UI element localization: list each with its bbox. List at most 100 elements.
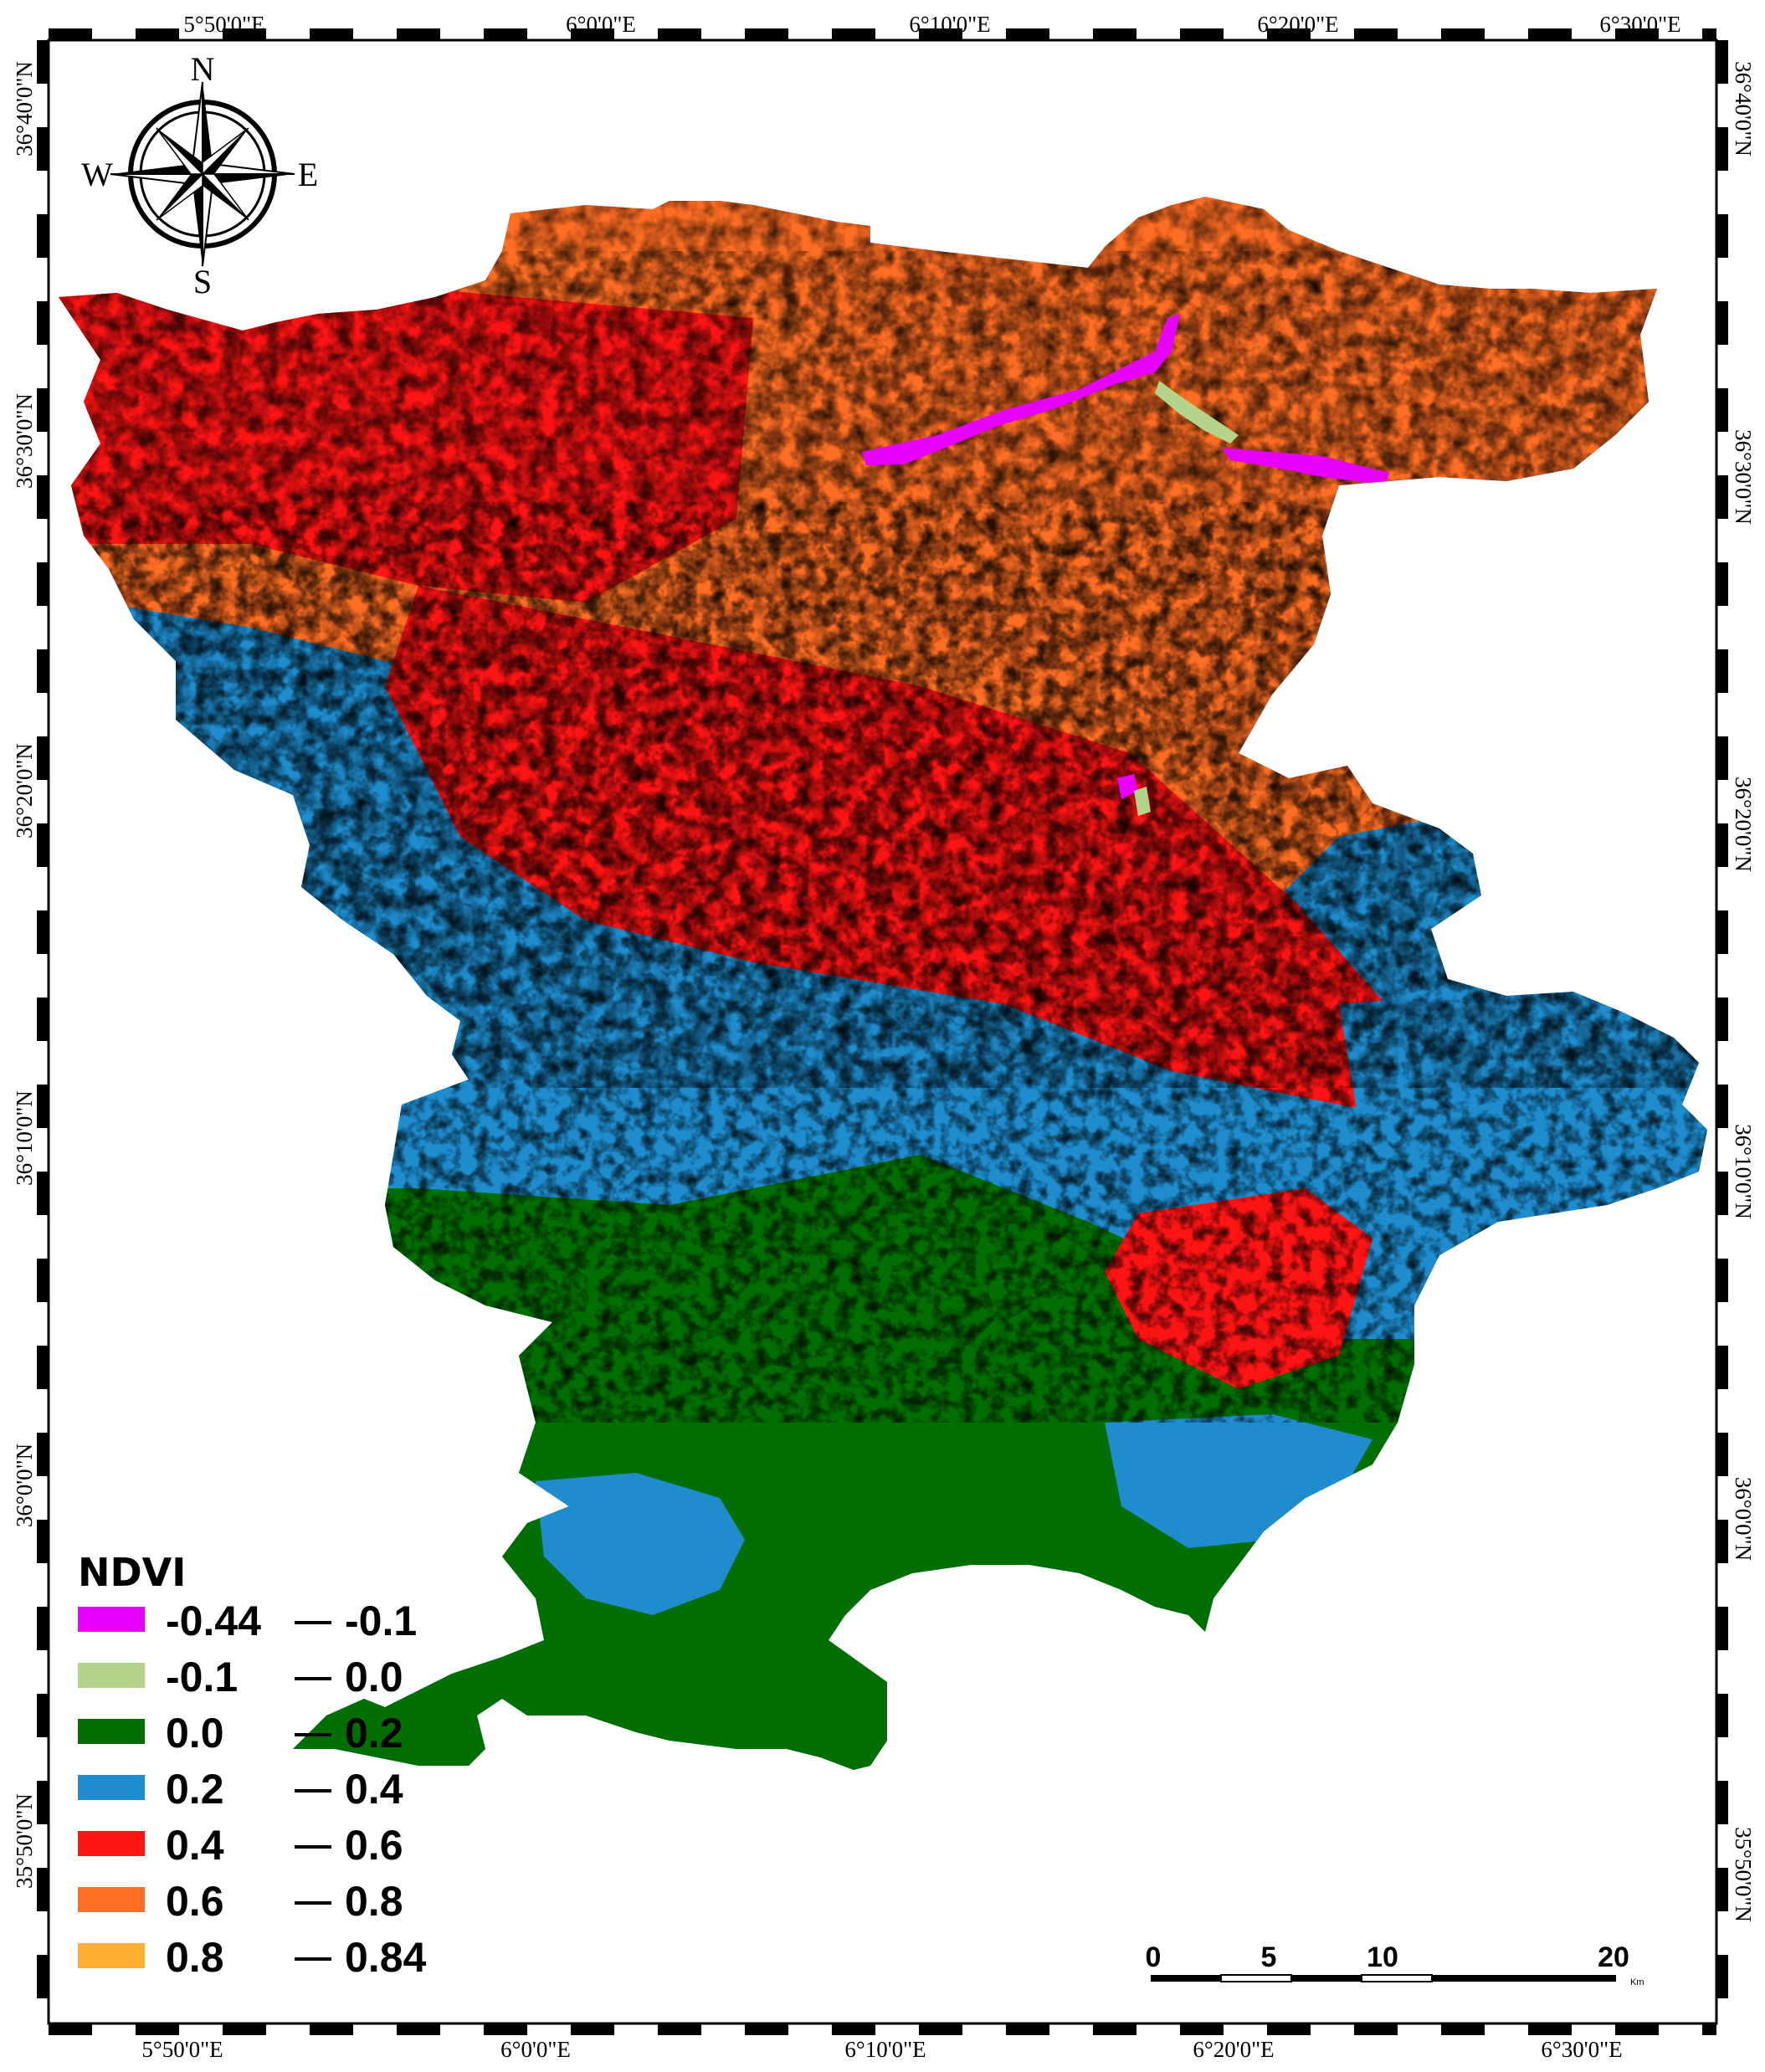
scale-segment-4 [1361, 1974, 1433, 1982]
frame-dash [1716, 388, 1728, 432]
frame-dash [37, 1781, 49, 1824]
legend-range-from: 0.4 [166, 1822, 224, 1869]
frame-dash [1716, 736, 1728, 780]
frame-dash [223, 28, 266, 40]
lat-label-left-6: 35°50'0"N [12, 1793, 37, 1889]
small-bare-patch [1134, 787, 1151, 816]
frame-dash [1716, 475, 1728, 519]
lon-label-bottom-4: 6°20'0"E [1193, 2037, 1274, 2062]
legend-range-to: -0.1 [345, 1598, 417, 1644]
lat-label-left-1: 36°40'0"N [12, 61, 37, 156]
frame-dash [37, 1955, 49, 1998]
frame-dash [658, 28, 701, 40]
latitude-labels-left: 36°40'0"N 36°30'0"N 36°20'0"N 36°10'0"N … [12, 61, 37, 1889]
frame-dash [1716, 998, 1728, 1041]
frame-dash [1716, 127, 1728, 171]
frame-dash [1006, 2023, 1049, 2035]
legend-swatch [78, 1943, 145, 1968]
frame-dash [37, 1520, 49, 1563]
frame-dash [223, 2023, 266, 2035]
frame-dash [1716, 40, 1728, 84]
frame-dash [1528, 28, 1572, 40]
frame-dash [1702, 2023, 1716, 2035]
frame-dash [1716, 1607, 1728, 1650]
lat-label-right-2: 36°30'0"N [1731, 429, 1756, 525]
lon-label-bottom-1: 5°50'0"E [141, 2037, 223, 2062]
frame-dash [136, 28, 179, 40]
frame-dash [37, 214, 49, 258]
frame-dash [1716, 1346, 1728, 1389]
scale-segment-2 [1220, 1974, 1292, 1982]
frame-dash [1716, 823, 1728, 867]
frame-dash [37, 910, 49, 954]
lon-label-top-1: 5°50'0"E [183, 12, 264, 37]
moderate-ndvi-patch-southwest [536, 1473, 745, 1615]
scale-segment-5 [1432, 1975, 1616, 1982]
frame-dash [37, 388, 49, 432]
river-bed-feature [1155, 381, 1239, 444]
legend-dash [295, 1957, 331, 1961]
scale-label-10: 10 [1367, 1941, 1398, 1973]
legend-row: 0.6 0.8 [78, 1878, 403, 1925]
map-frame [37, 28, 1728, 2035]
legend-dash [295, 1621, 331, 1624]
lat-label-right-3: 36°20'0"N [1731, 777, 1756, 872]
frame-dash [37, 475, 49, 519]
frame-dash [571, 2023, 614, 2035]
legend-range-to: 0.4 [345, 1766, 403, 1813]
frame-dash [1716, 649, 1728, 693]
legend-range-from: 0.6 [166, 1878, 224, 1925]
legend-row: -0.44 -0.1 [78, 1598, 417, 1644]
frame-dash [310, 2023, 353, 2035]
frame-dash [37, 127, 49, 171]
frame-dash [1093, 28, 1136, 40]
legend-swatch [78, 1831, 145, 1856]
frame-dash [37, 1607, 49, 1650]
lon-label-bottom-2: 6°0'0"E [500, 2037, 571, 2062]
frame-dash [37, 649, 49, 693]
lat-label-right-6: 35°50'0"N [1731, 1827, 1756, 1922]
frame-dash [1716, 562, 1728, 606]
legend-swatch [78, 1887, 145, 1912]
legend-swatch [78, 1607, 145, 1632]
frame-dash [136, 2023, 179, 2035]
frame-dash [1180, 28, 1224, 40]
frame-dash [745, 28, 788, 40]
lon-label-top-5: 6°30'0"E [1599, 12, 1680, 37]
legend-row: 0.2 0.4 [78, 1766, 403, 1813]
lat-label-right-1: 36°40'0"N [1731, 61, 1756, 156]
legend-dash [295, 1789, 331, 1792]
frame-dash [658, 2023, 701, 2035]
river-water-feature [1222, 448, 1389, 485]
compass-rose-icon: N S E W [81, 50, 318, 300]
frame-dash [1716, 1085, 1728, 1128]
frame-dash [484, 28, 527, 40]
frame-dash [1267, 2023, 1311, 2035]
frame-dash [1093, 2023, 1136, 2035]
frame-dash [49, 28, 92, 40]
frame-dash [37, 736, 49, 780]
lat-label-right-5: 36°0'0"N [1731, 1477, 1756, 1561]
lat-label-left-2: 36°30'0"N [12, 393, 37, 489]
scale-unit: Km [1630, 1977, 1644, 1987]
frame-dash [1716, 1172, 1728, 1215]
legend-row: 0.0 0.2 [78, 1710, 403, 1757]
frame-dash [1716, 1955, 1728, 1998]
frame-dash [1615, 2023, 1659, 2035]
frame-dash [37, 1259, 49, 1302]
frame-dash [745, 2023, 788, 2035]
compass-south-label: S [193, 263, 212, 300]
frame-dash [37, 562, 49, 606]
lat-label-left-3: 36°20'0"N [12, 743, 37, 839]
frame-dash [484, 2023, 527, 2035]
legend-dash [295, 1677, 331, 1680]
legend-swatch [78, 1719, 145, 1744]
frame-dash [397, 28, 440, 40]
frame-dash [1716, 301, 1728, 345]
frame-dash [37, 1433, 49, 1476]
frame-dash [1441, 2023, 1485, 2035]
frame-dash [1716, 214, 1728, 258]
frame-dash [37, 1694, 49, 1737]
frame-dash [37, 1346, 49, 1389]
